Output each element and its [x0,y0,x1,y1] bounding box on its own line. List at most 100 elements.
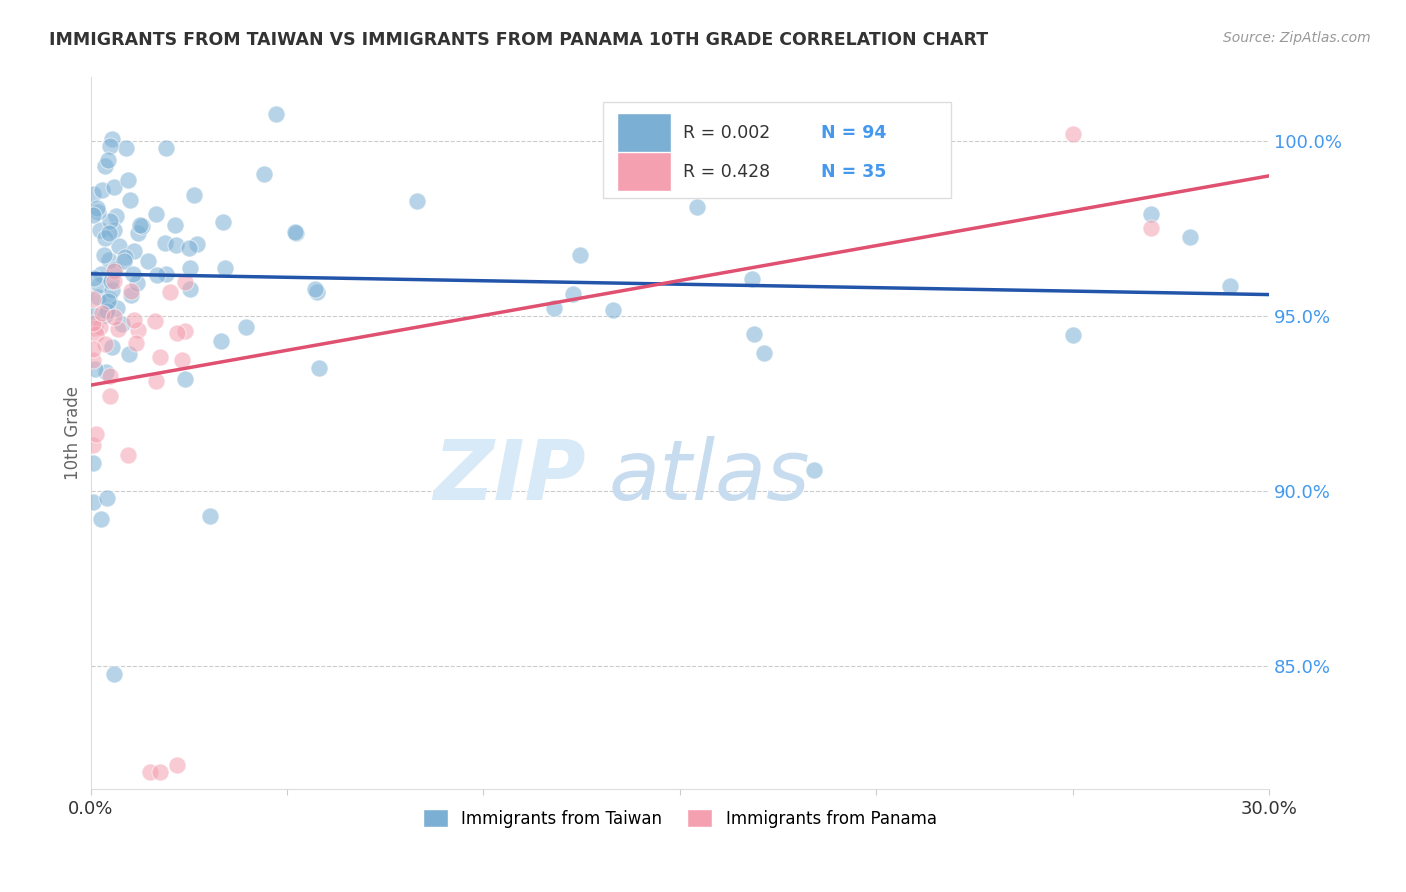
Point [125,336,148,351]
Point [83,320,105,334]
Text: R = 0.428: R = 0.428 [683,162,770,180]
Point [100,283,122,297]
Point [84,327,107,342]
Point [90,306,112,320]
Point [406,194,429,209]
Point [145,206,167,220]
Point [174,275,197,289]
Point [104,209,127,223]
Point [120,193,142,207]
Point [1140,207,1163,221]
Point [90,267,112,281]
Point [754,346,776,360]
Point [284,225,307,239]
Point [87,278,110,293]
Point [91,183,114,197]
Point [101,132,124,146]
Point [90,512,112,526]
Point [568,248,591,262]
Point [602,302,624,317]
Point [112,254,135,268]
Point [742,327,765,342]
Point [120,284,142,298]
Point [114,250,136,264]
Point [111,318,134,332]
Point [741,272,763,286]
FancyBboxPatch shape [603,103,950,198]
Point [98,139,121,153]
Point [200,508,222,523]
Point [177,241,200,255]
Point [84,427,107,442]
Point [82,187,104,202]
Point [94,231,117,245]
Point [96,491,118,506]
Bar [617,152,672,192]
Point [803,463,825,477]
Point [120,288,142,302]
Point [186,237,208,252]
Point [105,301,128,316]
Point [83,270,105,285]
Point [1180,230,1202,244]
Point [107,321,129,335]
Point [93,248,115,262]
Point [118,347,141,361]
Point [117,173,139,187]
Point [100,368,122,383]
Point [98,213,121,227]
Point [307,285,329,300]
Point [1062,327,1084,342]
Point [1219,279,1241,293]
Point [122,268,145,282]
Point [108,239,131,253]
Text: ZIP: ZIP [433,435,585,516]
Point [98,389,121,403]
Point [82,352,104,367]
Point [211,214,233,228]
Point [87,290,110,304]
Point [543,301,565,315]
Point [179,261,201,276]
Point [148,350,170,364]
Point [115,141,138,155]
Point [1062,127,1084,141]
Point [308,361,330,376]
Point [103,180,125,194]
Point [1140,221,1163,235]
Point [103,310,125,325]
Point [82,438,104,452]
Point [561,286,583,301]
Legend: Immigrants from Taiwan, Immigrants from Panama: Immigrants from Taiwan, Immigrants from … [416,803,943,834]
Point [94,308,117,322]
Point [89,223,111,237]
Point [122,244,145,258]
Y-axis label: 10th Grade: 10th Grade [65,386,82,480]
Point [84,362,107,376]
Point [82,308,104,322]
Point [304,282,326,296]
Point [136,254,159,268]
Bar [617,113,672,153]
Point [173,324,195,338]
Point [94,337,117,351]
Point [264,106,287,120]
Text: IMMIGRANTS FROM TAIWAN VS IMMIGRANTS FROM PANAMA 10TH GRADE CORRELATION CHART: IMMIGRANTS FROM TAIWAN VS IMMIGRANTS FRO… [49,31,988,49]
Point [82,494,104,508]
Point [82,456,104,470]
Point [94,159,117,173]
Point [159,285,181,299]
Point [149,764,172,779]
Point [253,168,276,182]
Point [686,200,709,214]
Point [235,320,257,334]
Text: N = 94: N = 94 [821,124,887,142]
Point [165,237,187,252]
Text: N = 35: N = 35 [821,162,887,180]
Point [166,326,188,341]
Point [145,374,167,388]
Point [98,226,121,240]
Point [127,226,149,240]
Point [163,218,186,232]
Point [98,292,121,306]
